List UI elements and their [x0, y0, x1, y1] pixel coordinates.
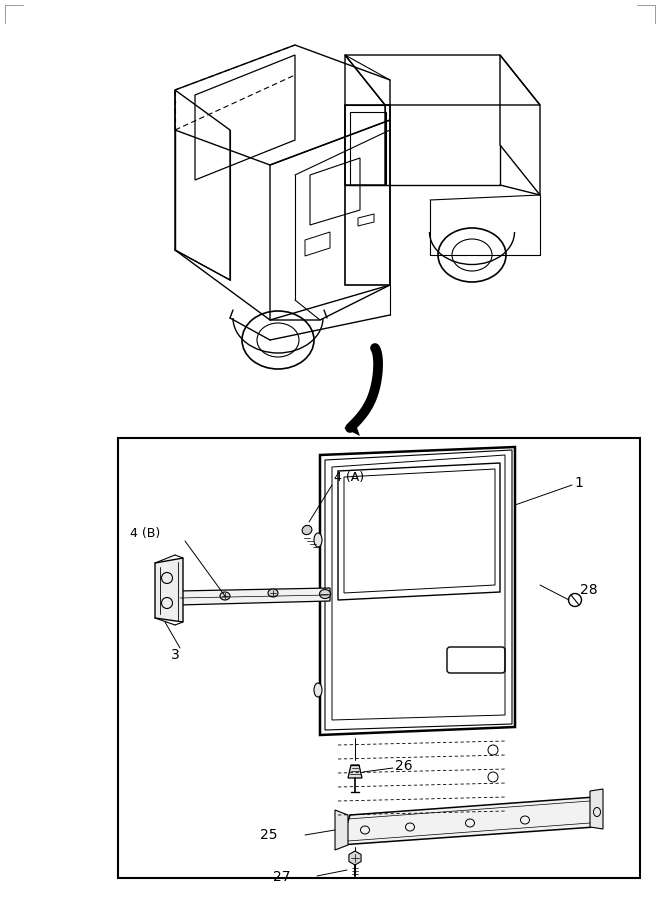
Text: 27: 27 [273, 870, 291, 884]
Text: 4 (B): 4 (B) [130, 527, 160, 541]
Polygon shape [590, 789, 603, 829]
Polygon shape [348, 765, 362, 778]
Ellipse shape [220, 592, 230, 600]
Polygon shape [320, 447, 515, 735]
Polygon shape [344, 425, 360, 436]
Ellipse shape [314, 533, 322, 547]
Ellipse shape [268, 589, 278, 597]
Ellipse shape [319, 590, 331, 598]
Ellipse shape [314, 683, 322, 697]
Polygon shape [155, 558, 183, 622]
Text: 1: 1 [574, 476, 583, 490]
Text: 28: 28 [580, 583, 598, 597]
Text: 4 (A): 4 (A) [334, 472, 364, 484]
Text: 25: 25 [260, 828, 277, 842]
Ellipse shape [302, 526, 312, 535]
Polygon shape [340, 797, 595, 845]
Polygon shape [335, 810, 348, 850]
Text: 26: 26 [395, 759, 413, 773]
Text: 3: 3 [171, 648, 179, 662]
Polygon shape [178, 588, 330, 605]
